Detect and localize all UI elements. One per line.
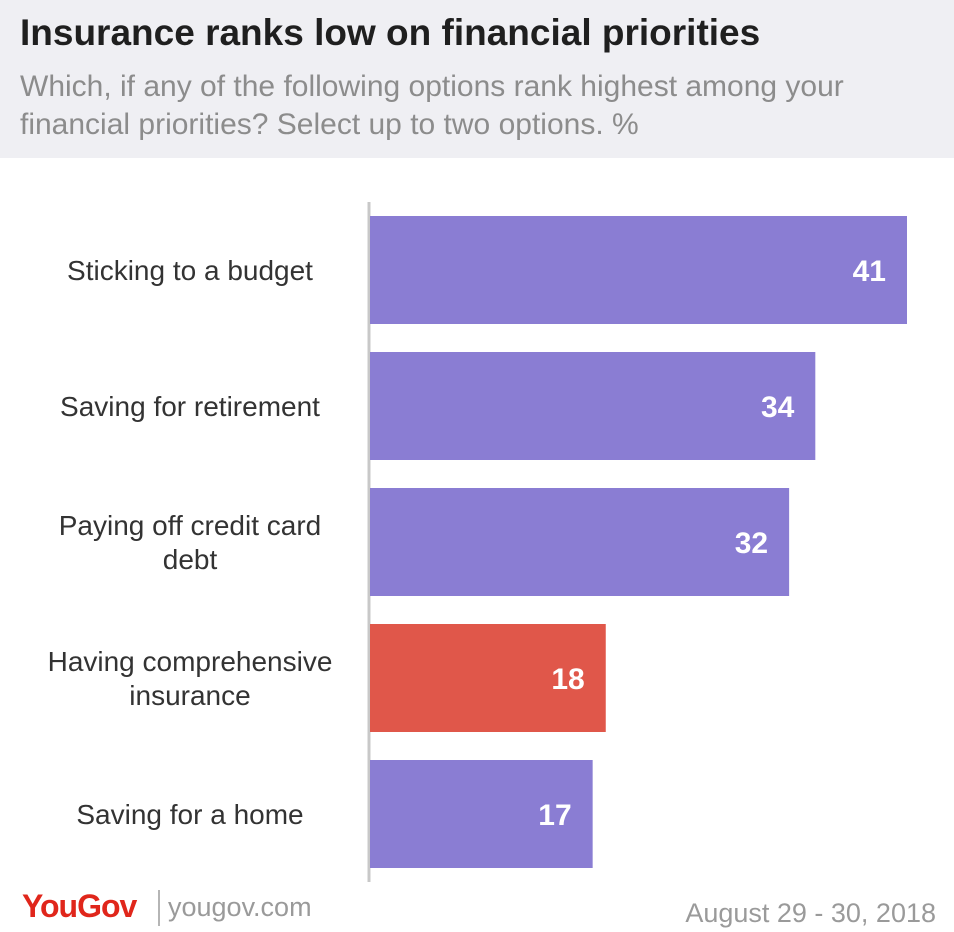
bar	[370, 352, 816, 460]
category-label-line: Paying off credit card	[59, 510, 322, 541]
footer-date: August 29 - 30, 2018	[685, 898, 936, 928]
bar	[370, 488, 790, 596]
category-label: Saving for retirement	[60, 391, 320, 422]
bar-value-label: 34	[761, 391, 795, 424]
category-label-line: insurance	[129, 680, 250, 711]
footer-divider	[158, 890, 160, 926]
bar-chart: 41 Sticking to a budget 34 Saving for retir…	[48, 202, 907, 882]
chart-subtitle: Which, if any of the following options r…	[20, 70, 844, 141]
bar	[370, 216, 907, 324]
bar-value-label: 32	[735, 527, 768, 560]
category-label-line: Sticking to a budget	[67, 255, 313, 286]
bar-value-label: 41	[853, 255, 886, 288]
category-label-line: Saving for a home	[76, 799, 303, 830]
category-label-line: Saving for retirement	[60, 391, 320, 422]
category-label-line: Having comprehensive	[48, 646, 333, 677]
yougov-logo: YouGov	[22, 888, 137, 924]
category-label: Saving for a home	[76, 799, 303, 830]
category-label: Having comprehensive insurance	[48, 646, 333, 711]
chart-header: Insurance ranks low on financial priorit…	[0, 0, 954, 158]
category-label-line: debt	[163, 544, 218, 575]
chart-title: Insurance ranks low on financial priorit…	[20, 12, 761, 53]
bar-value-label: 18	[551, 663, 584, 696]
bar-value-label: 17	[538, 799, 571, 832]
category-label: Paying off credit card debt	[59, 510, 322, 575]
category-label: Sticking to a budget	[67, 255, 313, 286]
footer-url: yougov.com	[168, 892, 312, 922]
bar	[370, 760, 593, 868]
bar	[370, 624, 606, 732]
